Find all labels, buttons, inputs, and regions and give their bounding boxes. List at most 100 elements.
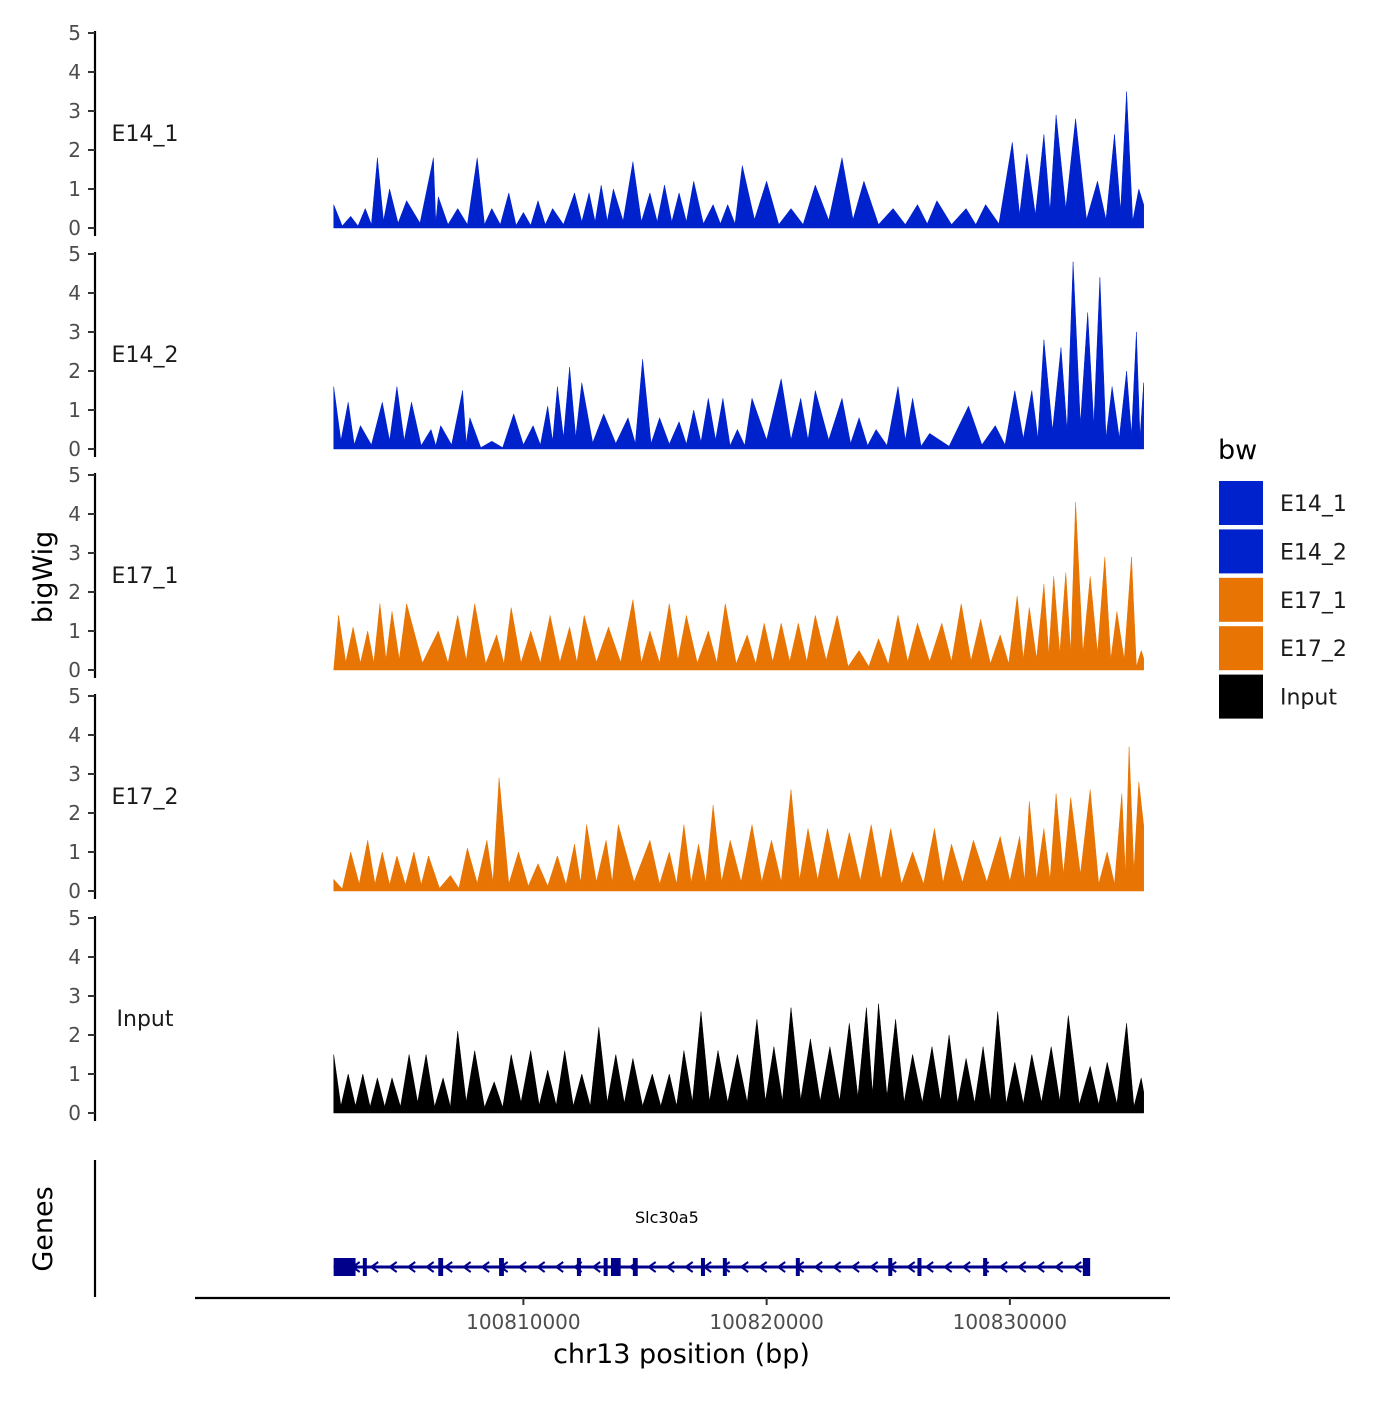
strand-arrow — [646, 1261, 657, 1273]
y-tick-label: 2 — [68, 138, 81, 162]
y-tick-label: 1 — [68, 177, 81, 201]
y-tick-label: 4 — [68, 723, 81, 747]
gene-exon — [917, 1258, 922, 1276]
signal-area-e17-1 — [333, 502, 1144, 671]
legend-label-e17-2: E17_2 — [1280, 637, 1347, 662]
strand-arrow — [480, 1261, 490, 1273]
strand-arrow — [406, 1261, 416, 1273]
gene-exon — [362, 1258, 367, 1276]
strand-arrow — [1072, 1261, 1082, 1273]
track-label: Input — [117, 1007, 174, 1032]
y-tick-label: 1 — [68, 398, 81, 422]
gene-exon — [722, 1258, 727, 1276]
y-tick-label: 1 — [68, 1062, 81, 1086]
legend-label-input: Input — [1280, 686, 1337, 711]
strand-arrow — [665, 1261, 675, 1273]
strand-arrow — [961, 1261, 971, 1273]
strand-arrow — [868, 1261, 879, 1273]
strand-arrow — [683, 1261, 694, 1273]
y-tick-label: 4 — [68, 945, 81, 969]
y-tick-label: 1 — [68, 619, 81, 643]
strand-arrow — [1016, 1261, 1027, 1273]
strand-arrow — [998, 1261, 1008, 1273]
strand-arrow — [924, 1261, 934, 1273]
y-tick-label: 5 — [68, 463, 81, 487]
legend-swatch-e14-1 — [1219, 481, 1263, 525]
gene-exon — [576, 1258, 581, 1276]
y-tick-label: 3 — [68, 320, 81, 344]
legend-swatch-input — [1219, 674, 1263, 719]
gene-exon — [888, 1258, 893, 1276]
track-label: E14_1 — [112, 122, 179, 147]
strand-arrow — [942, 1261, 953, 1273]
y-tick-label: 0 — [68, 1101, 81, 1125]
y-tick-label: 3 — [68, 984, 81, 1008]
legend: bw E14_1 E14_2 E17_1 E17_2 Input — [1218, 435, 1347, 719]
x-tick-label: 100820000 — [709, 1310, 824, 1334]
strand-arrow — [850, 1261, 860, 1273]
track-label: E17_2 — [112, 785, 179, 810]
strand-arrow — [813, 1261, 823, 1273]
strand-arrow — [461, 1261, 472, 1273]
y-tick-label: 2 — [68, 359, 81, 383]
y-tick-label: 1 — [68, 840, 81, 864]
legend-swatch-e17-1 — [1219, 577, 1263, 622]
strand-arrow — [591, 1261, 601, 1273]
gene-exon — [603, 1258, 608, 1276]
y-tick-label: 3 — [68, 99, 81, 123]
signal-area-input — [333, 1003, 1144, 1114]
strand-arrow — [535, 1261, 546, 1273]
strand-arrow — [517, 1261, 527, 1273]
strand-arrow — [757, 1261, 768, 1273]
legend-swatch-e14-2 — [1219, 529, 1263, 574]
y-tick-label: 4 — [68, 60, 81, 84]
signal-area-e14-1 — [333, 91, 1144, 229]
track-input: 0 1 2 3 4 5 Input — [68, 906, 1144, 1125]
legend-title: bw — [1218, 435, 1257, 466]
track-e17-1: 0 1 2 3 4 5 E17_1 — [68, 463, 1144, 682]
y-tick-label: 4 — [68, 502, 81, 526]
gene-exon — [333, 1258, 356, 1276]
strand-arrow — [554, 1261, 564, 1273]
gene-exon — [499, 1258, 504, 1276]
y-tick-label: 2 — [68, 801, 81, 825]
strand-arrow — [905, 1261, 916, 1273]
track-e17-2: 0 1 2 3 4 5 E17_2 — [68, 684, 1144, 903]
legend-label-e14-1: E14_1 — [1280, 492, 1347, 517]
x-tick-label: 100810000 — [466, 1310, 581, 1334]
gene-name-label: Slc30a5 — [635, 1208, 699, 1227]
y-tick-label: 5 — [68, 906, 81, 930]
gene-exon — [610, 1258, 621, 1276]
x-axis-title: chr13 position (bp) — [553, 1339, 810, 1370]
x-axis: 100810000 100820000 100830000 chr13 positio… — [195, 1296, 1170, 1370]
gene-exon — [795, 1258, 800, 1276]
signal-area-e17-2 — [333, 746, 1144, 892]
signal-area-e14-2 — [333, 261, 1144, 450]
gene-exon — [1082, 1258, 1091, 1276]
genes-axis-title: Genes — [28, 1186, 59, 1271]
legend-swatch-e17-2 — [1219, 626, 1263, 671]
track-label: E17_1 — [112, 564, 179, 589]
strand-arrow — [739, 1261, 749, 1273]
gene-exon — [438, 1258, 444, 1276]
track-label: E14_2 — [112, 343, 179, 368]
y-tick-label: 5 — [68, 242, 81, 266]
x-tick-label: 100830000 — [953, 1310, 1068, 1334]
y-tick-label: 4 — [68, 281, 81, 305]
genes-panel: Genes Slc30a5 — [28, 1160, 1091, 1297]
y-tick-label: 0 — [68, 216, 81, 240]
strand-arrow — [776, 1261, 786, 1273]
legend-label-e14-2: E14_2 — [1280, 540, 1347, 565]
strand-arrow — [831, 1261, 842, 1273]
y-tick-label: 3 — [68, 541, 81, 565]
y-tick-label: 0 — [68, 437, 81, 461]
y-tick-label: 5 — [68, 684, 81, 708]
strand-arrow — [369, 1261, 379, 1273]
strand-arrow — [1035, 1261, 1045, 1273]
gene-exon — [700, 1258, 705, 1276]
y-axis-title: bigWig — [28, 531, 59, 624]
y-tick-label: 2 — [68, 1023, 81, 1047]
track-e14-2: 0 1 2 3 4 5 E14_2 — [68, 242, 1144, 461]
